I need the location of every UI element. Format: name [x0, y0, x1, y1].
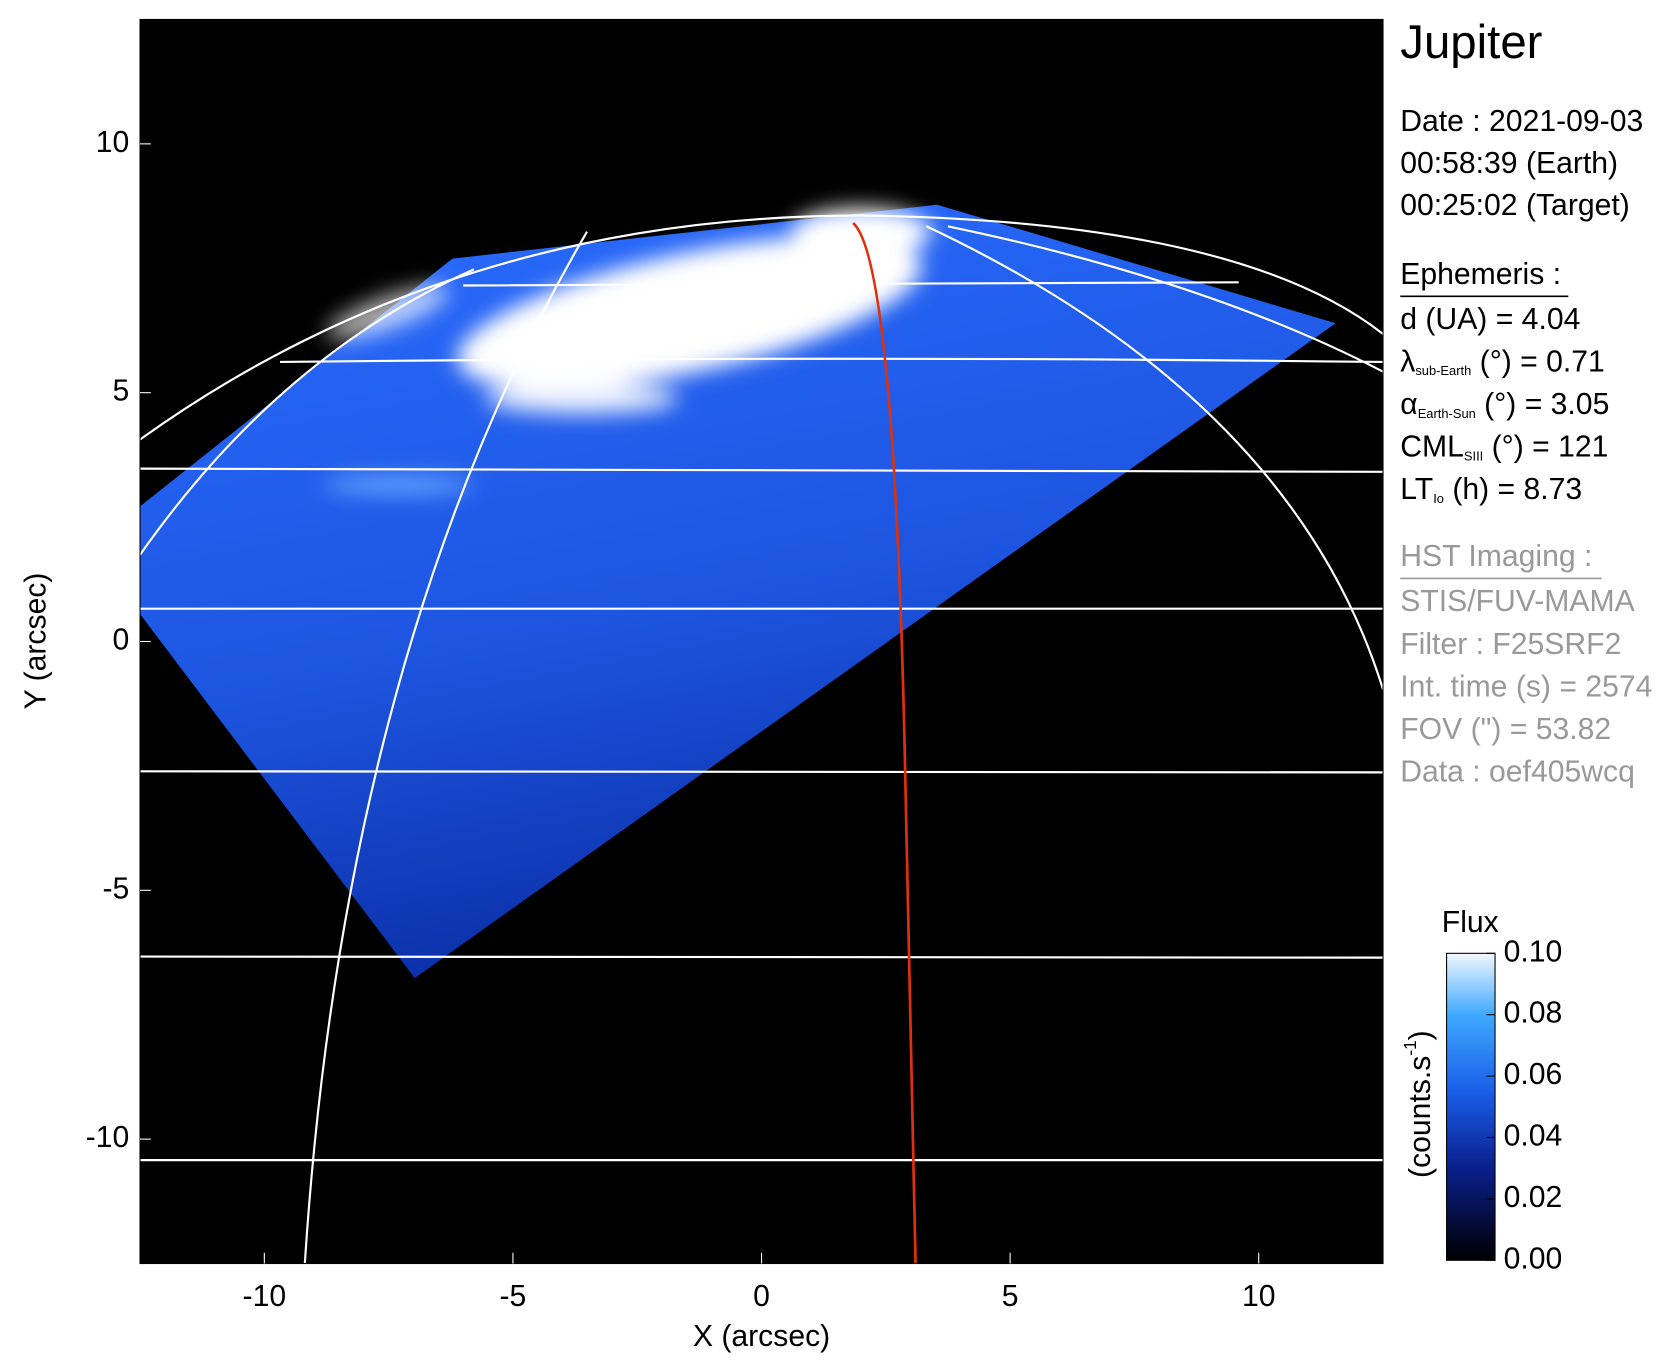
x-tick-label: 5 [1002, 1280, 1019, 1313]
x-tick-label: 0 [753, 1280, 770, 1313]
y-tick-label: 0 [112, 623, 129, 656]
sub: sub-Earth [1415, 364, 1471, 379]
ephemeris-line: CMLSIII (°) = 121 [1400, 431, 1608, 464]
x-tick-label: -5 [500, 1280, 527, 1313]
ephemeris-line: d (UA) = 4.04 [1400, 303, 1580, 336]
ephemeris-line: αEarth-Sun (°) = 3.05 [1400, 388, 1609, 421]
sub: Earth-Sun [1418, 406, 1476, 421]
y-axis-label: Y (arcsec) [20, 573, 53, 710]
main: d (UA) = 4.04 [1400, 303, 1580, 336]
rest: (°) = 0.71 [1471, 346, 1605, 379]
imaging-line: Int. time (s) = 2574 [1400, 670, 1652, 703]
label-sup: -1 [1400, 1040, 1420, 1055]
imaging-line: Filter : F25SRF2 [1400, 628, 1621, 661]
ephemeris-title: Ephemeris : [1400, 258, 1561, 291]
imaging-line: Data : oef405wcq [1400, 755, 1635, 788]
main: λ [1400, 346, 1415, 379]
colorbar [1446, 952, 1496, 1261]
image [140, 19, 1384, 1264]
sub: Io [1433, 491, 1444, 506]
colorbar-tick-label: 0.10 [1504, 935, 1563, 968]
colorbar-tick-label: 0.02 [1504, 1181, 1563, 1214]
sub: SIII [1464, 449, 1483, 464]
colorbar-label: (counts.s-1) [1400, 1030, 1437, 1178]
colorbar-tick-label: 0.00 [1504, 1242, 1563, 1275]
main: CML [1400, 431, 1464, 464]
colorbar-tick-label: 0.08 [1504, 997, 1563, 1030]
x-tick-label: -10 [243, 1280, 287, 1313]
y-tick-label: 10 [96, 126, 130, 159]
info-panel: Date : 2021-09-03 00:58:39 (Earth) 00:25:0… [1400, 105, 1652, 788]
main: LT [1400, 473, 1433, 506]
y-tick-label: 5 [112, 375, 129, 408]
y-tick-label: -5 [102, 872, 129, 905]
ephemeris-line: LTIo (h) = 8.73 [1400, 473, 1582, 506]
colorbar-tick-label: 0.04 [1504, 1119, 1563, 1152]
x-tick-label: 10 [1242, 1280, 1276, 1313]
imaging-line: STIS/FUV-MAMA [1400, 585, 1635, 618]
label-end: ) [1404, 1030, 1437, 1040]
colorbar-tick-label: 0.06 [1504, 1058, 1563, 1091]
rest: (°) = 3.05 [1476, 388, 1610, 421]
imaging-line: FOV (") = 53.82 [1400, 713, 1611, 746]
date-line: 00:58:39 (Earth) [1400, 147, 1618, 180]
date-line: Date : 2021-09-03 [1400, 105, 1643, 138]
rest: (°) = 121 [1483, 431, 1608, 464]
colorbar-title: Flux [1442, 906, 1499, 939]
y-tick-label: -10 [86, 1121, 130, 1154]
rest: (h) = 8.73 [1444, 473, 1582, 506]
info-title: Jupiter [1400, 16, 1542, 69]
ephemeris-line: λsub-Earth (°) = 0.71 [1400, 346, 1605, 379]
date-line: 00:25:02 (Target) [1400, 189, 1630, 222]
label: (counts.s [1404, 1056, 1437, 1178]
main: α [1400, 388, 1417, 421]
x-axis-label: X (arcsec) [693, 1320, 830, 1353]
imaging-title: HST Imaging : [1400, 540, 1592, 573]
